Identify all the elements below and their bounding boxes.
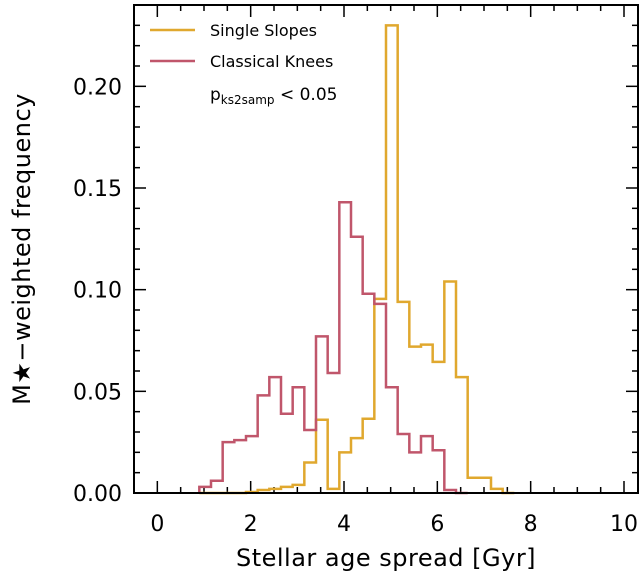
x-tick-label: 8: [524, 512, 538, 537]
ks-test-annotation: pks2samp < 0.05: [210, 85, 337, 107]
y-axis-label: M★−weighted frequency: [8, 93, 36, 405]
x-tick-label: 10: [610, 512, 638, 537]
legend-label-single-slopes: Single Slopes: [210, 21, 317, 40]
legend-label-classical-knees: Classical Knees: [210, 52, 333, 71]
x-tick-label: 4: [337, 512, 351, 537]
legend: Single Slopes Classical Knees: [150, 21, 333, 71]
plot-frame: [133, 4, 639, 494]
y-tick-label: 0.10: [73, 279, 122, 304]
y-axis-ticks: 0.00 0.05 0.10 0.15 0.20: [73, 4, 638, 507]
histogram-series-single-slopes: [199, 24, 515, 495]
y-tick-label: 0.15: [73, 177, 122, 202]
x-axis-label: Stellar age spread [Gyr]: [236, 544, 536, 572]
x-tick-label: 0: [150, 512, 164, 537]
histogram-series: [198, 24, 515, 495]
y-tick-label: 0.05: [73, 380, 122, 405]
histogram-series-classical-knees: [198, 200, 468, 495]
y-tick-label: 0.00: [73, 482, 122, 507]
x-tick-label: 6: [430, 512, 444, 537]
y-tick-label: 0.20: [73, 75, 122, 100]
annotation-subscript: ks2samp: [221, 93, 275, 107]
x-axis-ticks: 0 2 4 6 8 10: [150, 5, 638, 537]
annotation-p: p: [210, 85, 221, 105]
x-tick-label: 2: [244, 512, 258, 537]
annotation-threshold: < 0.05: [275, 85, 338, 105]
